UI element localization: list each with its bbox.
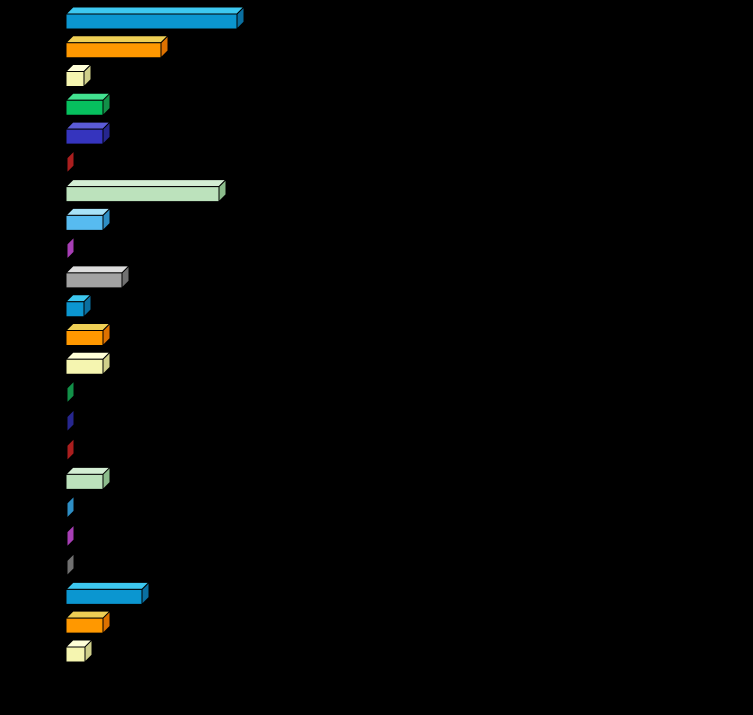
bar-7-pale-green	[65, 179, 227, 203]
bar-front-face	[65, 531, 68, 548]
bar-front-face	[65, 243, 68, 260]
bar-14-green	[65, 380, 75, 404]
bar-3-pale-yellow	[65, 64, 92, 88]
bar-front-face	[65, 445, 68, 462]
bar-front-face	[65, 502, 68, 519]
bar-front-face	[65, 157, 68, 174]
bar-5-indigo-blue	[65, 121, 111, 145]
bar-top-face	[65, 6, 245, 15]
bar-18-sky-blue	[65, 495, 75, 519]
bar-4-green	[65, 92, 111, 116]
bar-front-face	[65, 358, 104, 375]
bar-front-face	[65, 301, 85, 318]
bar-front-face	[65, 42, 162, 59]
bar-front-face	[65, 588, 143, 605]
bar-19-orchid	[65, 524, 75, 548]
bar-front-face	[65, 99, 104, 116]
bar-13-pale-yellow	[65, 351, 111, 375]
bar-front-face	[65, 617, 104, 634]
bar-10-silver	[65, 265, 130, 289]
bar-6-red	[65, 150, 75, 174]
bar-top-face	[65, 179, 227, 188]
bar-front-face	[65, 416, 68, 433]
bar-front-face	[65, 128, 104, 145]
bar-2-orange	[65, 35, 169, 59]
bar-9-orchid	[65, 236, 75, 260]
bar-front-face	[65, 186, 220, 203]
bar-8-sky-blue	[65, 207, 111, 231]
bar-22-orange	[65, 610, 111, 634]
bar-21-cerulean-blue	[65, 581, 150, 605]
bar-front-face	[65, 13, 238, 30]
bar-20-silver	[65, 553, 75, 577]
bar-front-face	[65, 387, 68, 404]
bar-front-face	[65, 214, 104, 231]
bar-15-indigo-blue	[65, 409, 75, 433]
bar-front-face	[65, 473, 104, 490]
bar-top-face	[65, 581, 150, 590]
bar-16-red	[65, 438, 75, 462]
bar-front-face	[65, 560, 68, 577]
bar-top-face	[65, 265, 130, 274]
bar-front-face	[65, 646, 86, 663]
bar-top-face	[65, 35, 169, 44]
bar-11-cerulean-blue	[65, 294, 92, 318]
bar-front-face	[65, 272, 123, 289]
bar-23-pale-yellow	[65, 639, 93, 663]
bar-1-cerulean-blue	[65, 6, 245, 30]
bar-17-pale-green	[65, 466, 111, 490]
bar-front-face	[65, 71, 85, 88]
bar-front-face	[65, 329, 104, 346]
bar-12-orange	[65, 322, 111, 346]
